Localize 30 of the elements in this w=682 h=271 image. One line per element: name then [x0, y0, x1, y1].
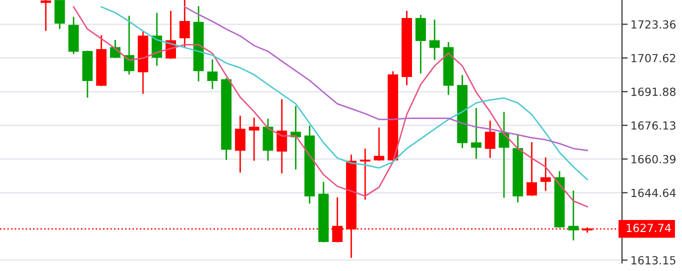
y-tick-label: 1613.15 — [632, 256, 676, 264]
line-series — [72, 6, 588, 208]
y-tick-label: 1676.13 — [632, 121, 676, 130]
candlestick — [234, 116, 246, 173]
y-tick-label: 1691.88 — [632, 88, 676, 96]
y-tick-label: 1660.39 — [632, 154, 676, 164]
candlestick — [415, 14, 426, 74]
line-series — [100, 6, 588, 180]
candlestick — [484, 120, 496, 158]
candlestick — [124, 16, 134, 75]
line-series — [184, 6, 588, 152]
candlestick — [179, 0, 190, 48]
candlestick — [207, 59, 218, 90]
candlestick — [40, 0, 52, 31]
candlestick — [290, 106, 301, 170]
candlestick — [429, 20, 440, 60]
y-tick-label: 1723.36 — [632, 20, 676, 29]
y-tick-label: 1707.62 — [632, 54, 676, 62]
candlestick — [276, 99, 288, 174]
candlestick — [540, 157, 551, 191]
y-tick-label: 1644.64 — [632, 188, 676, 198]
candlestick — [262, 118, 274, 161]
candlestick — [374, 127, 384, 161]
candlestick — [568, 190, 579, 240]
candlestick — [471, 108, 482, 159]
candlestick — [248, 118, 260, 161]
candlestick — [360, 148, 370, 200]
candlestick — [526, 142, 537, 196]
ref-line-label: 1627.74 — [626, 224, 671, 232]
candlestick — [54, 0, 65, 29]
